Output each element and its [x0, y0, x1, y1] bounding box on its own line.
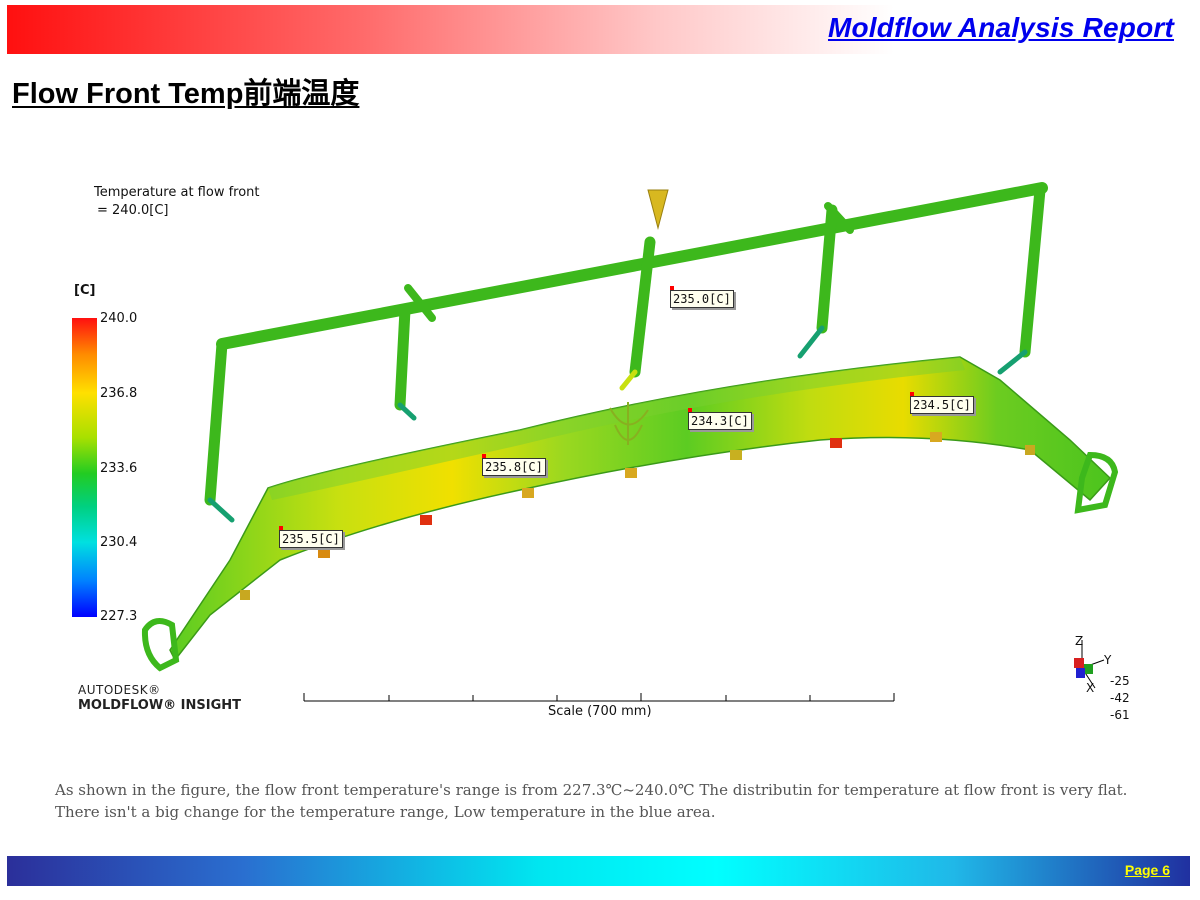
emblem [609, 402, 649, 445]
probe-marker [670, 286, 674, 290]
autodesk-brand: AUTODESK® [78, 683, 161, 697]
probe-marker [482, 454, 486, 458]
probe-marker [279, 526, 283, 530]
probe-label-5: 235.5[C] [279, 530, 343, 548]
header-bar [7, 5, 1190, 54]
result-label: Temperature at flow front [94, 185, 260, 200]
moldflow-result-graphic [141, 182, 1119, 702]
legend-max: 240.0 [100, 311, 138, 326]
orientation-triad [1074, 640, 1105, 689]
scale-label: Scale (700 mm) [548, 704, 652, 719]
section-title: Flow Front Temp前端温度 [12, 78, 360, 110]
probe-label-1: 235.0[C] [670, 290, 734, 308]
moldflow-insight-brand: MOLDFLOW® INSIGHT [78, 698, 242, 713]
runner-system [204, 182, 1048, 523]
legend-unit: [C] [74, 283, 96, 298]
probe-marker [910, 392, 914, 396]
axis-y-label: Y [1104, 653, 1112, 667]
caption-text: As shown in the figure, the flow front t… [55, 781, 1128, 821]
sprue-cone [647, 189, 669, 230]
axis-x-label: X [1086, 681, 1095, 695]
scale-bar [303, 693, 895, 702]
probe-label-4: 234.5[C] [910, 396, 974, 414]
probe-label-3: 235.8[C] [482, 458, 546, 476]
report-title[interactable]: Moldflow Analysis Report [827, 12, 1174, 43]
legend-value-2: 236.8 [100, 386, 138, 401]
probe-label-2: 234.3[C] [688, 412, 752, 430]
legend-value-4: 230.4 [100, 535, 138, 550]
footer-bar [7, 856, 1190, 886]
view-angle-3: -61 [1110, 708, 1130, 722]
view-angle-2: -42 [1110, 691, 1130, 705]
probe-marker [688, 408, 692, 412]
result-value: = 240.0[C] [97, 203, 169, 218]
mounting-clips [240, 432, 1035, 600]
legend-min: 227.3 [100, 609, 138, 624]
legend-value-3: 233.6 [100, 461, 138, 476]
page-number-link[interactable]: Page 6 [1124, 862, 1170, 878]
color-legend-bar [72, 318, 97, 617]
axis-z-label: Z [1075, 634, 1084, 648]
view-angle-1: -25 [1110, 674, 1130, 688]
